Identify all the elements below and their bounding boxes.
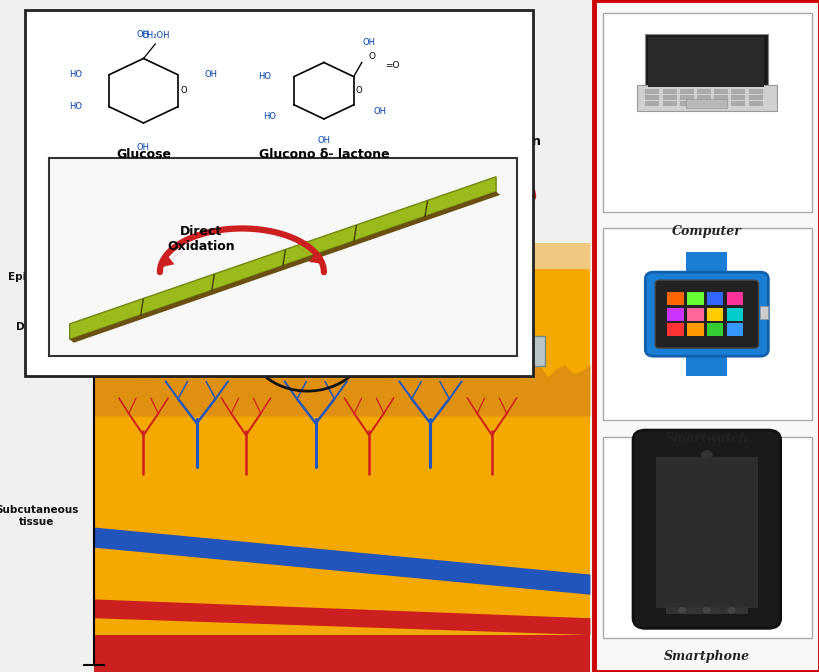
Bar xyxy=(686,349,726,376)
Bar xyxy=(94,383,590,672)
Bar xyxy=(759,306,767,319)
Bar xyxy=(662,95,676,100)
FancyBboxPatch shape xyxy=(654,280,758,348)
Polygon shape xyxy=(70,192,500,343)
Bar xyxy=(731,95,744,100)
Text: OH: OH xyxy=(362,38,375,47)
Bar xyxy=(645,34,767,91)
Text: Wireless
communication: Wireless communication xyxy=(434,120,541,149)
Polygon shape xyxy=(94,243,590,272)
Bar xyxy=(25,10,532,376)
FancyBboxPatch shape xyxy=(645,272,767,356)
Bar xyxy=(438,336,545,366)
Bar xyxy=(696,95,710,100)
Polygon shape xyxy=(70,177,495,339)
Bar xyxy=(602,437,811,638)
Bar xyxy=(713,89,727,94)
Text: HO: HO xyxy=(70,70,83,79)
Text: Computer: Computer xyxy=(671,225,741,239)
Text: Glucose: Glucose xyxy=(115,148,171,161)
Bar xyxy=(686,308,703,321)
Text: HO: HO xyxy=(258,72,271,81)
Bar xyxy=(594,0,819,672)
Bar xyxy=(748,101,762,106)
Bar xyxy=(645,95,658,100)
Bar xyxy=(679,101,693,106)
Bar xyxy=(401,339,441,360)
Bar xyxy=(647,37,763,87)
FancyBboxPatch shape xyxy=(632,430,780,628)
Bar xyxy=(0,0,94,672)
Bar xyxy=(94,269,590,383)
Circle shape xyxy=(726,607,735,614)
Text: Smartwatch: Smartwatch xyxy=(664,431,748,445)
Polygon shape xyxy=(94,528,590,595)
Bar xyxy=(636,85,776,111)
Text: HO: HO xyxy=(70,102,83,112)
Bar xyxy=(726,308,742,321)
Circle shape xyxy=(702,607,710,614)
Bar xyxy=(706,308,722,321)
Bar xyxy=(94,243,590,269)
Bar xyxy=(726,323,742,336)
Text: Skin: Skin xyxy=(24,255,50,265)
Bar xyxy=(686,323,703,336)
Bar xyxy=(662,101,676,106)
Bar xyxy=(94,635,590,672)
Text: O: O xyxy=(369,52,375,61)
Bar xyxy=(686,252,726,279)
Bar xyxy=(662,89,676,94)
Text: CH₂OH: CH₂OH xyxy=(141,32,170,40)
Text: O: O xyxy=(355,86,362,95)
Bar xyxy=(686,99,726,108)
Text: Direct
Oxidation: Direct Oxidation xyxy=(167,224,234,253)
Circle shape xyxy=(700,450,712,460)
Bar xyxy=(679,95,693,100)
Bar xyxy=(667,308,683,321)
Bar xyxy=(602,228,811,420)
Bar xyxy=(713,95,727,100)
Bar xyxy=(602,13,811,212)
Text: Smartphone: Smartphone xyxy=(663,650,749,663)
Text: Glucono δ- lactone: Glucono δ- lactone xyxy=(258,148,389,161)
Bar xyxy=(706,292,722,305)
Bar xyxy=(731,89,744,94)
Bar xyxy=(696,101,710,106)
Bar xyxy=(655,457,757,608)
Bar xyxy=(731,101,744,106)
Bar xyxy=(667,292,683,305)
Bar xyxy=(748,89,762,94)
Text: OH: OH xyxy=(137,30,150,39)
Text: Epidermis: Epidermis xyxy=(7,272,66,282)
Bar xyxy=(726,292,742,305)
Text: O: O xyxy=(180,86,187,95)
Text: Module: Module xyxy=(470,347,513,356)
Circle shape xyxy=(677,607,686,614)
Bar xyxy=(679,89,693,94)
Bar xyxy=(645,89,658,94)
Bar xyxy=(713,101,727,106)
Bar xyxy=(706,323,722,336)
Bar xyxy=(748,95,762,100)
Text: OH: OH xyxy=(137,142,150,152)
Text: OH: OH xyxy=(317,136,330,144)
Bar xyxy=(696,89,710,94)
Text: HO: HO xyxy=(263,112,276,120)
Bar xyxy=(686,292,703,305)
Bar xyxy=(645,101,658,106)
Polygon shape xyxy=(424,210,482,235)
Bar xyxy=(665,607,747,614)
Polygon shape xyxy=(94,365,590,417)
Bar xyxy=(49,158,516,356)
Polygon shape xyxy=(94,599,590,635)
Text: OH: OH xyxy=(373,108,386,116)
Text: =O: =O xyxy=(385,61,400,70)
Text: OH: OH xyxy=(204,70,217,79)
Text: Subcutaneous
tissue: Subcutaneous tissue xyxy=(0,505,79,527)
Text: Dermis: Dermis xyxy=(16,322,57,332)
Bar xyxy=(667,323,683,336)
